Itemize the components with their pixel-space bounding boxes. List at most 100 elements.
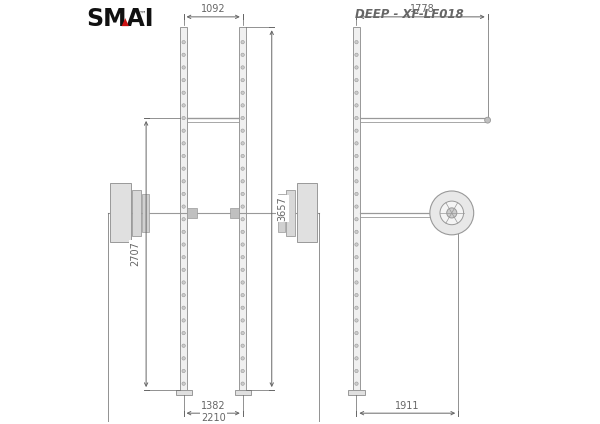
Circle shape [355,142,358,145]
Circle shape [182,154,185,158]
Circle shape [182,180,185,183]
Text: ™: ™ [139,10,146,19]
Circle shape [355,357,358,360]
Circle shape [182,230,185,234]
Bar [296,184,317,243]
Circle shape [241,218,244,221]
Text: 1911: 1911 [395,401,419,410]
Circle shape [182,91,185,95]
Text: 2210: 2210 [201,413,226,423]
Circle shape [182,268,185,271]
Circle shape [182,116,185,120]
Bar [176,390,191,395]
Circle shape [241,281,244,284]
Circle shape [182,293,185,297]
Circle shape [355,256,358,259]
Circle shape [355,116,358,120]
Circle shape [182,256,185,259]
Circle shape [241,116,244,120]
Circle shape [355,306,358,310]
Circle shape [182,218,185,221]
Bar [230,208,239,218]
Text: DEEP - XF-LF018: DEEP - XF-LF018 [355,8,464,21]
Circle shape [485,117,491,123]
Circle shape [241,357,244,360]
Circle shape [241,192,244,195]
Circle shape [241,129,244,132]
Circle shape [182,78,185,82]
Circle shape [182,167,185,170]
Circle shape [355,91,358,95]
Circle shape [241,91,244,95]
Circle shape [241,142,244,145]
Bar [110,184,131,243]
Circle shape [182,129,185,132]
Circle shape [182,306,185,310]
Circle shape [182,192,185,195]
Circle shape [241,154,244,158]
Circle shape [355,268,358,271]
Bar [235,390,251,395]
Circle shape [430,191,474,235]
Circle shape [355,66,358,69]
Circle shape [241,104,244,107]
Circle shape [355,205,358,208]
Circle shape [355,104,358,107]
Bar [349,390,365,395]
Circle shape [241,167,244,170]
Circle shape [241,344,244,347]
Circle shape [241,180,244,183]
Circle shape [355,281,358,284]
Circle shape [182,319,185,322]
Circle shape [182,382,185,385]
Circle shape [355,382,358,385]
Circle shape [241,332,244,335]
Circle shape [182,104,185,107]
Bar [278,194,285,232]
Bar [353,28,360,390]
Circle shape [182,40,185,44]
Circle shape [241,268,244,271]
Circle shape [241,256,244,259]
Circle shape [355,369,358,373]
Circle shape [182,53,185,56]
Text: 2707: 2707 [131,242,140,266]
Bar [187,208,197,218]
Text: 3657: 3657 [277,196,287,221]
Circle shape [355,180,358,183]
Circle shape [182,243,185,246]
Circle shape [241,205,244,208]
Circle shape [355,53,358,56]
Bar [286,190,295,236]
Circle shape [355,40,358,44]
Circle shape [182,344,185,347]
Circle shape [355,129,358,132]
Bar [239,28,247,390]
Circle shape [241,243,244,246]
Circle shape [355,243,358,246]
Circle shape [355,230,358,234]
Circle shape [182,369,185,373]
Circle shape [241,66,244,69]
Circle shape [355,344,358,347]
Circle shape [241,230,244,234]
Circle shape [182,281,185,284]
Circle shape [440,201,464,225]
Circle shape [182,357,185,360]
Circle shape [182,66,185,69]
Circle shape [355,167,358,170]
Text: 1382: 1382 [201,401,226,410]
Circle shape [355,154,358,158]
Circle shape [355,78,358,82]
Polygon shape [122,18,129,26]
Circle shape [182,332,185,335]
Circle shape [241,53,244,56]
Circle shape [241,40,244,44]
Circle shape [241,369,244,373]
Circle shape [241,382,244,385]
Circle shape [241,319,244,322]
Circle shape [355,293,358,297]
Circle shape [355,319,358,322]
Circle shape [241,78,244,82]
Circle shape [241,306,244,310]
